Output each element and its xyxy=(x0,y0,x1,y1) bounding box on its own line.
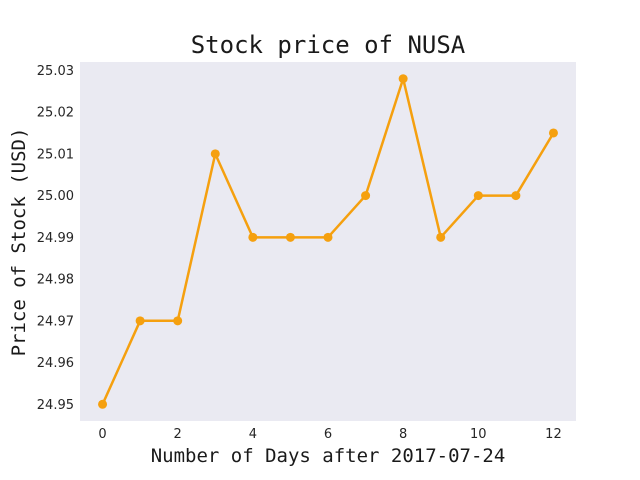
series-layer xyxy=(98,74,558,409)
x-tick-label: 12 xyxy=(545,427,562,442)
data-point xyxy=(135,316,145,326)
data-point xyxy=(398,74,408,84)
data-point xyxy=(361,191,371,201)
x-tick-labels: 0 2 4 6 8 10 12 xyxy=(98,427,561,442)
data-point xyxy=(248,232,258,242)
y-axis-label: Price of Stock (USD) xyxy=(8,128,30,357)
x-tick-label: 10 xyxy=(470,427,487,442)
y-tick-label: 24.95 xyxy=(37,398,74,413)
y-tick-label: 25.01 xyxy=(37,147,74,162)
y-tick-label: 25.02 xyxy=(37,106,74,121)
data-point xyxy=(173,316,183,326)
data-point xyxy=(473,191,483,201)
x-tick-label: 2 xyxy=(174,427,182,442)
y-tick-label: 25.03 xyxy=(37,64,74,79)
y-tick-label: 25.00 xyxy=(37,189,74,204)
data-point xyxy=(98,399,108,409)
x-tick-label: 0 xyxy=(98,427,106,442)
x-tick-label: 6 xyxy=(324,427,332,442)
y-tick-labels: 24.95 24.96 24.97 24.98 24.99 25.00 25.01 25.02… xyxy=(37,64,74,413)
y-tick-label: 24.99 xyxy=(37,231,74,246)
x-tick-label: 8 xyxy=(399,427,407,442)
y-tick-label: 24.96 xyxy=(37,356,74,371)
data-point xyxy=(323,232,333,242)
x-axis-label: Number of Days after 2017-07-24 xyxy=(151,445,506,467)
data-point xyxy=(436,232,446,242)
data-point xyxy=(548,128,558,138)
y-tick-label: 24.98 xyxy=(37,273,74,288)
data-point xyxy=(511,191,521,201)
data-point xyxy=(210,149,220,159)
x-tick-label: 4 xyxy=(249,427,257,442)
chart-title: Stock price of NUSA xyxy=(191,31,466,59)
y-tick-label: 24.97 xyxy=(37,314,74,329)
data-point xyxy=(285,232,295,242)
